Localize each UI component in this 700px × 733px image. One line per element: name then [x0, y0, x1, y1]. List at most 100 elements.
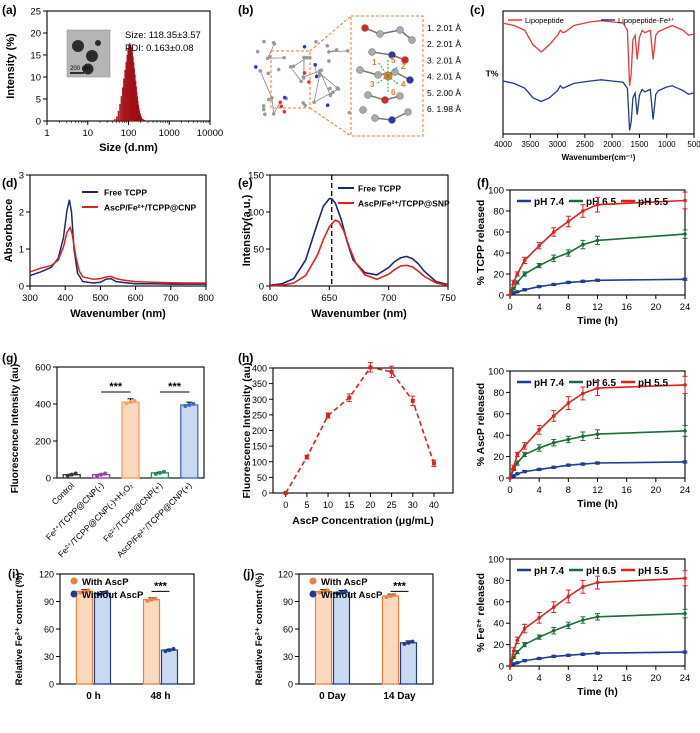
y-tick-label: 25: [30, 7, 41, 18]
legend-label: pH 7.4: [534, 566, 564, 577]
atom: [305, 56, 309, 60]
y-tick-label: 0: [262, 489, 267, 499]
release-point: [515, 639, 519, 643]
y-axis-label: Intensity (%): [5, 33, 17, 99]
y-tick-label: 100: [488, 555, 504, 566]
x-tick-label: 4: [537, 673, 542, 684]
y-tick-label: 80: [493, 388, 504, 399]
atom: [377, 31, 384, 38]
x-tick-label: 650: [321, 293, 337, 304]
y-tick-label: 200: [35, 437, 51, 448]
release-point: [537, 428, 541, 432]
atom: [372, 115, 379, 122]
release-point: [596, 461, 600, 465]
legend-label: Free TCPP: [104, 188, 147, 198]
y-tick-label: 0: [36, 117, 41, 128]
x-tick-label: 100: [121, 128, 137, 139]
atom: [303, 71, 307, 75]
panel-letter: (b): [238, 3, 253, 17]
atom: [303, 45, 307, 49]
replicate-dot: [146, 599, 150, 603]
dose-point: [368, 365, 372, 369]
bond: [272, 98, 274, 114]
release-point: [567, 624, 571, 628]
y-tick-label: 0: [259, 282, 264, 293]
x-tick-label: 20: [365, 500, 375, 510]
replicate-dot: [70, 473, 74, 477]
fluorescence-bar: [181, 405, 198, 478]
significance-label: ***: [393, 580, 407, 592]
x-tick-label: 300: [22, 293, 38, 304]
atom: [256, 50, 260, 54]
atom: [327, 59, 331, 63]
panel-c-frame: [503, 11, 694, 134]
release-point: [523, 453, 527, 457]
y-tick-label: 90: [283, 597, 293, 607]
x-tick-label: 8: [566, 302, 571, 313]
nanoparticle: [72, 40, 84, 52]
replicate-dot: [129, 400, 133, 404]
y-tick-label: 40: [493, 249, 504, 260]
y-tick-label: 150: [248, 171, 264, 182]
release-point: [515, 472, 519, 476]
legend-label: pH 6.5: [586, 197, 616, 208]
x-axis-label: Wavenumber(cm⁻¹): [562, 153, 636, 162]
release-point: [552, 256, 556, 260]
dose-point: [432, 461, 436, 465]
release-point: [581, 462, 585, 466]
release-point: [567, 654, 571, 658]
x-tick-label: 2000: [603, 140, 621, 149]
y-tick-label: 60: [493, 228, 504, 239]
replicate-dot: [162, 470, 166, 474]
release-point: [512, 466, 516, 470]
atom: [327, 50, 331, 54]
replicate-dot: [154, 597, 158, 601]
legend-label: pH 7.4: [534, 197, 564, 208]
y-tick-label: 300: [252, 395, 267, 405]
y-axis-label: Fluorescence Intensity (au): [10, 364, 21, 493]
atom: [258, 69, 262, 73]
y-tick-label: 30: [44, 652, 54, 662]
release-point: [567, 281, 571, 285]
atom: [335, 86, 339, 90]
bond: [314, 75, 320, 102]
legend-label: With AscP: [82, 577, 129, 588]
release-point: [552, 629, 556, 633]
x-tick-label: 400: [57, 293, 73, 304]
release-point: [515, 281, 519, 285]
replicate-dot: [403, 642, 407, 646]
y-tick-label: 0: [499, 474, 504, 485]
release-point: [581, 392, 585, 396]
content-bar: [162, 650, 178, 684]
y-axis-label: Relative Fe²⁺ content (%): [254, 573, 265, 686]
histogram-bar: [116, 117, 117, 121]
replicate-dot: [389, 594, 393, 598]
atom: [329, 93, 333, 97]
release-point: [683, 383, 687, 387]
bond-marker: 5: [391, 56, 396, 65]
atom: [397, 93, 404, 100]
y-tick-label: 100: [488, 186, 504, 197]
replicate-dot: [385, 595, 389, 599]
histogram-bar: [121, 96, 122, 121]
x-tick-label: 3500: [521, 140, 539, 149]
release-point: [596, 615, 600, 619]
replicate-dot: [66, 474, 70, 478]
replicate-dot: [154, 472, 158, 476]
y-axis-label: % Fe²⁺ released: [475, 573, 487, 652]
release-point: [515, 650, 519, 654]
replicate-dot: [95, 474, 99, 478]
atom: [405, 109, 412, 116]
y-tick-label: 30: [283, 652, 293, 662]
y-tick-label: 120: [39, 570, 54, 580]
atom: [312, 101, 316, 105]
release-point: [552, 605, 556, 609]
atom: [382, 97, 389, 104]
atom: [262, 104, 266, 108]
x-tick-label: 10: [82, 128, 93, 139]
content-bar: [77, 591, 93, 684]
pdi-annotation: PDI: 0.163±0.08: [125, 43, 194, 54]
x-tick-label: 500: [687, 140, 700, 149]
y-tick-label: 350: [252, 379, 267, 389]
release-point: [581, 585, 585, 589]
